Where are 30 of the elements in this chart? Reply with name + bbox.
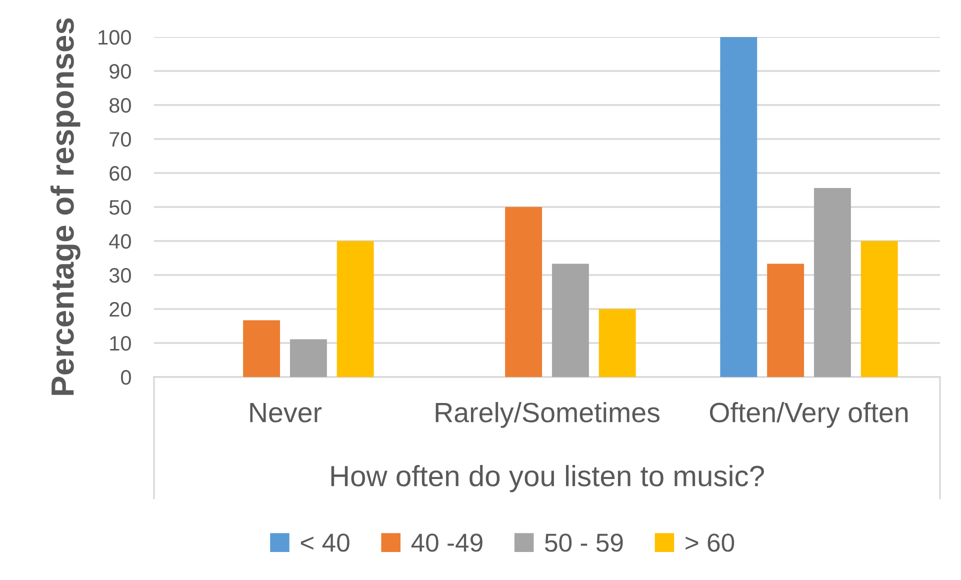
y-tick-label: 60 — [110, 166, 131, 181]
y-tick-label: 0 — [121, 370, 131, 385]
x-tick-label: Rarely/Sometimes — [436, 402, 660, 428]
bar — [598, 309, 636, 377]
bar — [767, 264, 804, 377]
bar — [552, 264, 589, 377]
x-tick-label: Often/Very often — [710, 402, 908, 428]
y-tick-label: 70 — [110, 132, 131, 147]
legend-label: > 60 — [686, 534, 734, 552]
bar — [336, 241, 374, 377]
legend-label: < 40 — [300, 534, 350, 552]
y-tick-label: 30 — [109, 268, 131, 283]
bar — [505, 207, 542, 377]
y-tick-label: 80 — [110, 98, 131, 113]
bar — [814, 188, 851, 377]
y-tick-label: 100 — [98, 30, 131, 45]
bar — [860, 241, 898, 377]
y-tick-label: 20 — [110, 302, 131, 317]
y-tick-label: 40 — [109, 234, 131, 249]
bar — [290, 339, 327, 377]
legend-label: 40 -49 — [411, 534, 482, 552]
bar — [720, 37, 758, 377]
y-tick-label: 90 — [110, 64, 131, 79]
y-axis-title: Percentage of responses — [50, 18, 80, 395]
y-tick-label: 50 — [109, 200, 131, 215]
bar — [243, 320, 280, 377]
legend-label: 50 - 59 — [545, 534, 623, 552]
x-tick-label: Never — [250, 403, 322, 422]
y-tick-label: 10 — [110, 336, 131, 351]
x-axis-title: How often do you listen to music? — [331, 465, 764, 492]
